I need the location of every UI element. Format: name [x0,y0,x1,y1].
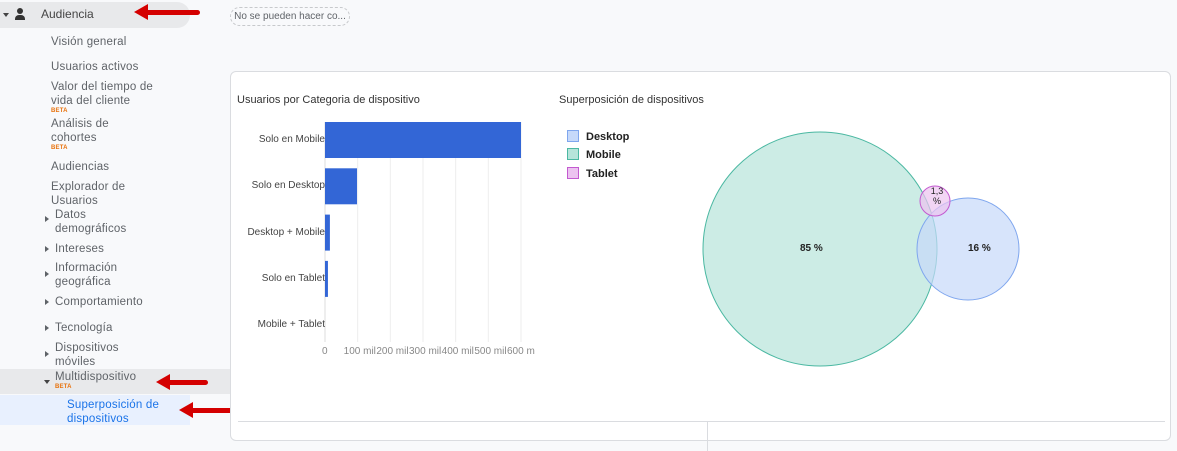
bar[interactable] [325,168,358,205]
divider [238,421,1165,422]
x-tick-label: 600 m [507,346,535,357]
x-tick-label: 100 mil [343,346,376,357]
x-tick-label: 500 mil [474,346,507,357]
caret-right-icon [45,325,49,331]
venn-chart-title: Superposición de dispositivos [559,94,704,106]
caret-right-icon [45,299,49,305]
category-label: Solo en Mobile [258,134,325,145]
caret-down-icon [44,380,50,384]
sidebar-item-audiencia[interactable]: Audiencia [0,2,190,28]
x-tick-label: 200 mil [376,346,409,357]
legend-swatch [567,130,579,142]
beta-badge: BETA [51,108,68,114]
category-label: Solo en Desktop [251,180,325,192]
nav-label: Multidispositivo BETA [55,371,137,390]
bar[interactable] [325,214,330,251]
sidebar-item-vision-general[interactable]: Visión general [51,36,127,48]
notice-chip[interactable]: No se pueden hacer co... [230,7,350,26]
sidebar-item-cohortes[interactable]: Análisis de cohortes BETA [51,117,131,151]
beta-badge: BETA [51,145,68,151]
sidebar-item-datos-demograficos[interactable]: Datos demográficos [55,209,127,235]
caret-down-icon [3,13,9,17]
bar[interactable] [325,260,328,297]
annotation-arrow [134,4,200,20]
sidebar-item-superposicion[interactable]: Superposición de dispositivos [0,395,190,425]
venn-label-tablet: 1,3 % [930,186,944,206]
sidebar-item-dispositivos-moviles[interactable]: Dispositivos móviles [55,342,119,368]
venn-label-desktop: 16 % [968,243,991,254]
legend-swatch [567,167,579,179]
sidebar-item-ltv[interactable]: Valor del tiempo de vida del cliente BETA [51,80,161,114]
sidebar-item-info-geografica[interactable]: Información geográfica [55,262,118,288]
legend-tablet[interactable]: Tablet [567,167,618,180]
legend-mobile[interactable]: Mobile [567,148,621,161]
annotation-arrow [156,374,208,390]
caret-right-icon [45,271,49,277]
person-icon [15,8,25,20]
sidebar-item-explorador[interactable]: Explorador de Usuarios [51,181,126,207]
x-tick-label: 0 [322,346,328,357]
x-tick-label: 400 mil [441,346,474,357]
sidebar-item-audiencias[interactable]: Audiencias [51,161,110,173]
sidebar-item-tecnologia[interactable]: Tecnología [55,322,113,334]
bar[interactable] [325,122,521,158]
bar-chart [324,122,522,342]
nav-label: Análisis de cohortes [51,118,109,144]
bar-chart-title: Usuarios por Categoria de dispositivo [237,94,420,106]
x-tick-label: 300 mil [409,346,442,357]
sidebar-section-label: Audiencia [41,7,94,21]
nav-label: Valor del tiempo de vida del cliente [51,81,154,107]
beta-badge: BETA [55,384,72,390]
caret-right-icon [45,246,49,252]
sidebar-item-usuarios-activos[interactable]: Usuarios activos [51,61,139,73]
legend-desktop[interactable]: Desktop [567,130,629,143]
legend-swatch [567,148,579,160]
sidebar: Audiencia Visión general Usuarios activo… [0,0,235,429]
category-label: Desktop + Mobile [247,226,325,238]
sidebar-item-intereses[interactable]: Intereses [55,243,105,255]
nav-label: Superposición de dispositivos [67,399,160,425]
venn-label-mobile: 85 % [800,243,823,254]
sidebar-item-comportamiento[interactable]: Comportamiento [55,296,143,308]
caret-right-icon [45,351,49,357]
category-label: Mobile + Tablet [257,319,325,331]
annotation-arrow [179,402,235,418]
category-label: Solo en Tablet [261,272,325,284]
caret-right-icon [45,216,49,222]
